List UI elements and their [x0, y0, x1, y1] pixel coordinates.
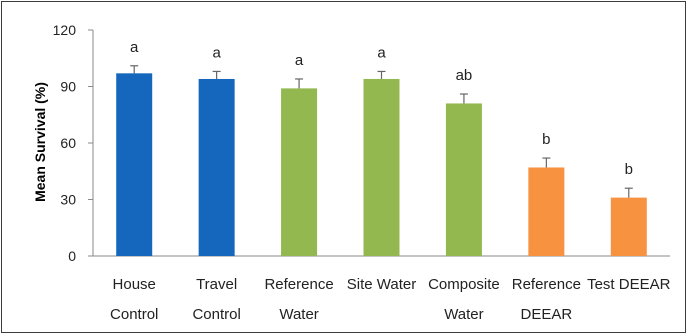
significance-label: a — [377, 44, 386, 61]
x-tick-label: Water — [279, 306, 318, 323]
significance-label: a — [212, 44, 221, 61]
x-tick-label: Water — [444, 306, 483, 323]
x-tick-label: Site Water — [347, 276, 416, 293]
y-tick-label: 0 — [68, 248, 76, 264]
bar — [281, 88, 318, 256]
x-tick-label: Test DEEAR — [587, 276, 671, 293]
x-tick-label: Control — [192, 306, 240, 323]
bar — [116, 73, 153, 256]
significance-label: ab — [456, 67, 473, 84]
x-tick-label: Travel — [196, 276, 237, 293]
x-tick-label: Control — [110, 306, 158, 323]
significance-label: a — [130, 39, 139, 56]
x-tick-label: Reference — [512, 276, 581, 293]
x-tick-label: Composite — [428, 276, 500, 293]
bar — [610, 197, 647, 256]
bar — [198, 78, 235, 256]
bar — [528, 167, 565, 256]
x-tick-label: DEEAR — [521, 306, 573, 323]
significance-label: b — [625, 161, 633, 178]
x-tick-label: House — [113, 276, 156, 293]
x-tick-label: Reference — [264, 276, 333, 293]
significance-label: b — [542, 131, 550, 148]
y-tick-label: 120 — [53, 22, 77, 38]
significance-label: a — [295, 52, 304, 69]
y-tick-label: 90 — [60, 79, 76, 95]
y-tick-label: 30 — [60, 192, 76, 208]
bar — [363, 78, 400, 256]
bar — [445, 103, 482, 256]
y-tick-label: 60 — [60, 135, 76, 151]
y-axis-label: Mean Survival (%) — [32, 82, 48, 202]
